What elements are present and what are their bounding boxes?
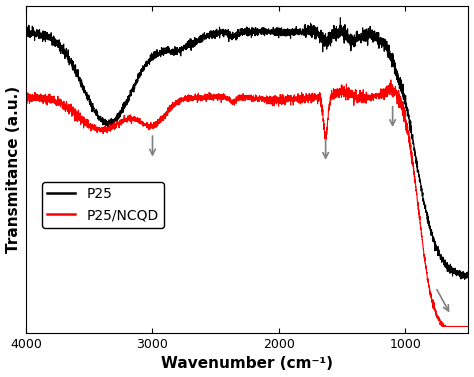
P25/NCQD [465, 324, 471, 329]
P25/NCQD [116, 121, 121, 126]
Y-axis label: Transmitance (a.u.): Transmitance (a.u.) [6, 86, 20, 253]
P25 [183, 46, 189, 51]
P25/NCQD [439, 324, 445, 329]
P25 [337, 15, 343, 20]
P25 [304, 30, 310, 35]
P25 [23, 32, 29, 36]
P25/NCQD [388, 78, 394, 82]
P25/NCQD [23, 94, 29, 98]
P25/NCQD [431, 305, 437, 310]
P25/NCQD [304, 96, 310, 100]
P25 [286, 32, 292, 36]
P25/NCQD [286, 99, 292, 103]
P25/NCQD [232, 100, 237, 105]
P25 [465, 275, 471, 280]
P25/NCQD [183, 97, 189, 102]
P25 [116, 116, 121, 120]
P25 [462, 277, 467, 282]
P25 [232, 34, 237, 38]
Legend: P25, P25/NCQD: P25, P25/NCQD [42, 182, 164, 228]
X-axis label: Wavenumber (cm⁻¹): Wavenumber (cm⁻¹) [161, 356, 333, 371]
P25 [431, 241, 437, 245]
Line: P25: P25 [26, 18, 468, 279]
Line: P25/NCQD: P25/NCQD [26, 80, 468, 326]
